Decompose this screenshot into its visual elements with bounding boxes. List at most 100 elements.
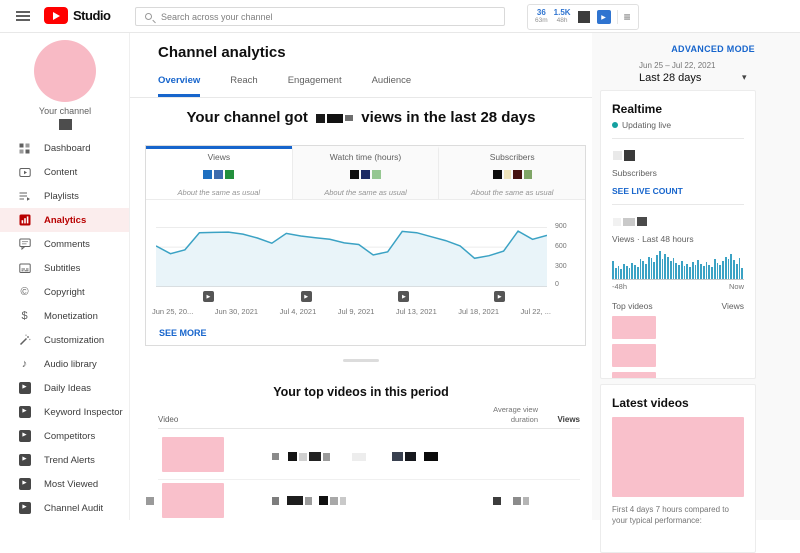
video-upload-marker-icon[interactable]: ▶ xyxy=(202,291,214,302)
realtime-bar-chart xyxy=(612,251,744,280)
see-more-link[interactable]: SEE MORE xyxy=(159,328,207,338)
chevron-down-icon[interactable]: ▾ xyxy=(742,72,747,82)
column-views[interactable]: Views xyxy=(557,415,580,424)
youtube-play-icon xyxy=(44,7,68,24)
top-bar: Studio Search across your channel 36 63m… xyxy=(0,0,800,33)
content-icon xyxy=(18,166,31,179)
video-upload-marker-icon[interactable]: ▶ xyxy=(300,291,312,302)
sidebar-item-keyword-inspector[interactable]: ▶ Keyword Inspector xyxy=(0,400,129,424)
comments-icon xyxy=(18,238,31,251)
realtime-axis: -48h Now xyxy=(612,282,744,291)
latest-videos-title: Latest videos xyxy=(612,396,689,410)
video-thumbnail[interactable] xyxy=(162,437,224,472)
sidebar-item-trend-alerts[interactable]: ▶ Trend Alerts xyxy=(0,448,129,472)
column-average-view-duration[interactable]: Average view duration xyxy=(493,405,538,424)
video-thumbnail[interactable] xyxy=(162,483,224,518)
channel-name-redacted xyxy=(59,119,72,130)
sidebar-item-label: Playlists xyxy=(44,190,79,202)
sidebar-item-subtitles[interactable]: Subtitles xyxy=(0,256,129,280)
headline-views-redacted xyxy=(315,109,354,126)
search-input[interactable]: Search across your channel xyxy=(135,7,505,26)
sidebar-item-dashboard[interactable]: Dashboard xyxy=(0,136,129,160)
widget-stat-views: 36 63m xyxy=(535,8,548,25)
tab-audience[interactable]: Audience xyxy=(371,75,412,86)
tab-reach[interactable]: Reach xyxy=(230,75,258,86)
sidebar-item-label: Analytics xyxy=(44,214,87,226)
search-placeholder: Search across your channel xyxy=(161,11,273,22)
column-video[interactable]: Video xyxy=(158,415,179,424)
advanced-mode-link[interactable]: ADVANCED MODE xyxy=(671,44,755,54)
sidebar-item-customization[interactable]: Customization xyxy=(0,328,129,352)
subscribers-label: Subscribers xyxy=(612,168,657,178)
tab-engagement[interactable]: Engagement xyxy=(287,75,342,86)
divider xyxy=(612,204,744,205)
video-stats-redacted xyxy=(492,492,530,510)
channel-label: Your channel xyxy=(38,106,92,116)
header-divider xyxy=(130,97,592,98)
sidebar-item-channel-audit[interactable]: ▶ Channel Audit xyxy=(0,496,129,520)
hamburger-menu-icon[interactable] xyxy=(16,11,30,21)
overview-headline: Your channel got views in the last 28 da… xyxy=(186,109,536,126)
sidebar-item-label: Subtitles xyxy=(44,262,81,274)
subscribers-value-redacted xyxy=(492,166,533,184)
top-videos-heading: Your top videos in this period xyxy=(273,385,449,399)
realtime-views-label: Views · Last 48 hours xyxy=(612,234,694,244)
sidebar-item-label: Keyword Inspector xyxy=(44,406,123,418)
sidebar-item-label: Content xyxy=(44,166,78,178)
latest-videos-card: Latest videos First 4 days 7 hours compa… xyxy=(600,384,756,553)
sidebar-item-label: Customization xyxy=(44,334,105,346)
sidebar-item-comments[interactable]: Comments xyxy=(0,232,129,256)
date-preset-dropdown[interactable]: Last 28 days xyxy=(639,72,702,84)
video-title-redacted xyxy=(271,448,439,466)
views-value-redacted xyxy=(202,166,235,184)
table-row[interactable] xyxy=(158,433,580,480)
sidebar-item-monetization[interactable]: $ Monetization xyxy=(0,304,129,328)
views-line-chart xyxy=(156,212,547,287)
vidiq-play-icon: ▶ xyxy=(18,454,31,467)
youtube-studio-logo[interactable]: Studio xyxy=(44,7,111,24)
sidebar-item-label: Copyright xyxy=(44,286,85,298)
sidebar-item-label: Comments xyxy=(44,238,90,250)
metric-tab-views[interactable]: Views About the same as usual xyxy=(146,146,292,199)
sidebar-item-daily-ideas[interactable]: ▶ Daily Ideas xyxy=(0,376,129,400)
sidebar-item-playlists[interactable]: Playlists xyxy=(0,184,129,208)
channel-avatar-small-redacted xyxy=(577,8,591,26)
widget-menu-icon[interactable]: ≡ xyxy=(623,10,631,24)
sidebar-item-content[interactable]: Content xyxy=(0,160,129,184)
analytics-tabs: Overview Reach Engagement Audience xyxy=(158,75,411,97)
sidebar-item-label: Competitors xyxy=(44,430,96,442)
sidebar-item-most-viewed[interactable]: ▶ Most Viewed xyxy=(0,472,129,496)
video-markers-row: ▶ ▶ ▶ ▶ xyxy=(156,291,547,304)
top-videos-table-header: Video Average view duration Views xyxy=(158,405,580,429)
see-live-count-link[interactable]: SEE LIVE COUNT xyxy=(612,186,683,196)
tab-overview[interactable]: Overview xyxy=(158,75,201,97)
sidebar-menu: Dashboard Content Playlists Analytics Co xyxy=(0,136,129,520)
sidebar-item-audio-library[interactable]: ♪ Audio library xyxy=(0,352,129,376)
video-thumbnail[interactable] xyxy=(612,316,656,339)
right-panel: ADVANCED MODE Jun 25 – Jul 22, 2021 Last… xyxy=(592,33,800,553)
channel-avatar[interactable] xyxy=(34,40,96,102)
vidiq-play-icon: ▶ xyxy=(18,406,31,419)
sidebar-item-copyright[interactable]: © Copyright xyxy=(0,280,129,304)
extension-stats-widget[interactable]: 36 63m 1.5K 48h ▶ ≡ xyxy=(527,4,639,30)
realtime-status: Updating live xyxy=(612,120,744,130)
metric-tabs: Views About the same as usual Watch time… xyxy=(146,146,586,200)
video-upload-marker-icon[interactable]: ▶ xyxy=(494,291,506,302)
video-upload-marker-icon[interactable]: ▶ xyxy=(398,291,410,302)
realtime-card: Realtime Updating live Subscribers SEE L… xyxy=(600,90,756,379)
video-thumbnail[interactable] xyxy=(612,344,656,367)
video-thumbnail[interactable] xyxy=(612,372,656,378)
video-thumbnail[interactable] xyxy=(612,417,744,497)
table-row[interactable] xyxy=(158,480,580,520)
sidebar-item-analytics[interactable]: Analytics xyxy=(0,208,129,232)
sidebar-item-label: Audio library xyxy=(44,358,97,370)
x-axis-labels: Jun 25, 20... Jun 30, 2021 Jul 4, 2021 J… xyxy=(152,307,551,316)
watch-time-value-redacted xyxy=(349,166,382,184)
vidiq-play-icon: ▶ xyxy=(18,478,31,491)
sidebar-item-label: Trend Alerts xyxy=(44,454,95,466)
sidebar-item-competitors[interactable]: ▶ Competitors xyxy=(0,424,129,448)
metric-tab-subscribers[interactable]: Subscribers About the same as usual xyxy=(438,146,586,199)
realtime-subscribers-redacted xyxy=(612,147,744,165)
metric-tab-watch-time[interactable]: Watch time (hours) About the same as usu… xyxy=(291,146,439,199)
vidiq-icon[interactable]: ▶ xyxy=(596,10,611,24)
